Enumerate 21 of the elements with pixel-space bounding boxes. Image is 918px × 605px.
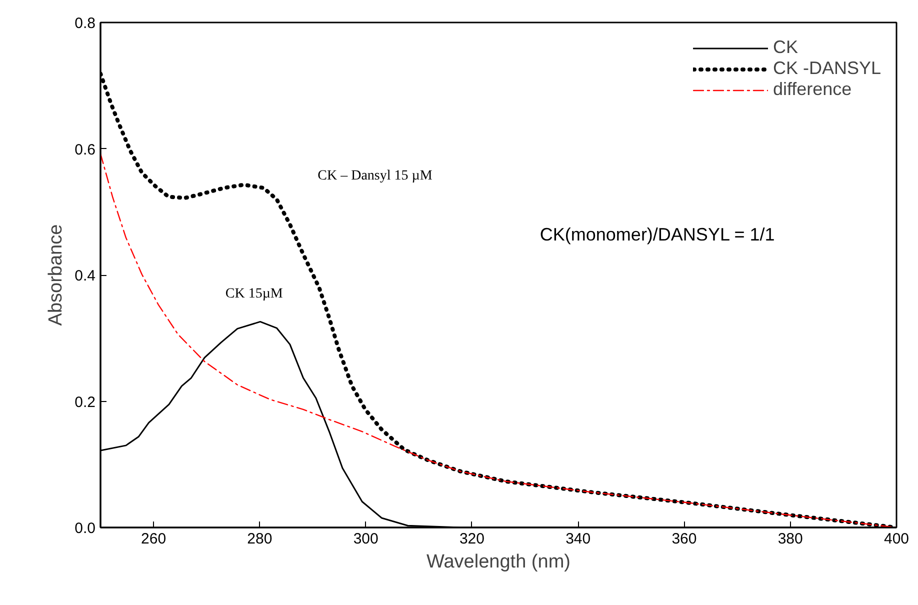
x-axis-title: Wavelength (nm) — [426, 552, 570, 572]
y-tick-label: 0.8 — [74, 15, 96, 32]
legend-label: CK -DANSYL — [772, 58, 881, 79]
legend-label: CK — [772, 37, 798, 58]
x-tick-label: 280 — [247, 530, 272, 548]
x-tick-label: 380 — [778, 530, 803, 548]
annotation: CK 15µM — [225, 286, 284, 302]
x-tick-label: 260 — [141, 530, 166, 548]
y-tick-label: 0.6 — [74, 141, 96, 158]
x-tick-label: 340 — [566, 530, 591, 548]
x-tick-label: 360 — [672, 530, 697, 548]
y-tick-label: 0.4 — [74, 268, 96, 284]
legend-label: difference — [772, 79, 852, 100]
x-tick-label: 300 — [353, 530, 378, 548]
y-tick-label: 0.0 — [74, 520, 96, 537]
x-tick-label: 400 — [884, 530, 910, 548]
y-axis-title: Absorbance — [46, 224, 67, 326]
annotation: CK – Dansyl 15 µM — [318, 168, 433, 184]
y-tick-label: 0.2 — [74, 394, 96, 411]
annotation: CK(monomer)/DANSYL = 1/1 — [540, 224, 775, 245]
x-tick-label: 320 — [459, 530, 484, 548]
